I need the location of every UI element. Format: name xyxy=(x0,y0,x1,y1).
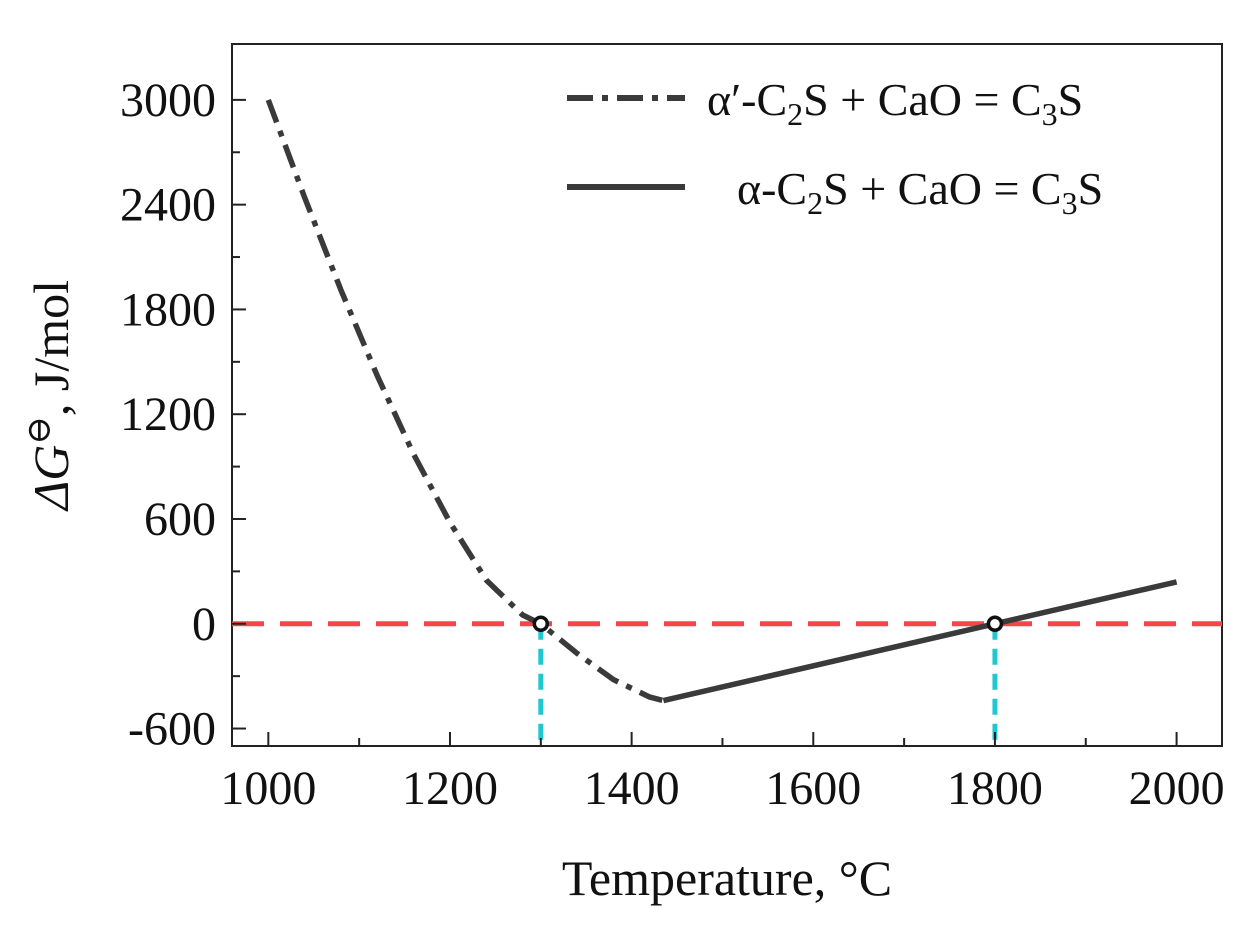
y-tick-label: -600 xyxy=(128,703,216,756)
series-line-alpha xyxy=(662,579,1178,704)
axis-ticks: 1000 1200 1400 1600 1800 2000 -600 0 600 1200 1800… xyxy=(120,74,1225,815)
x-tick-label: 1200 xyxy=(402,762,498,815)
y-tick-label: 3000 xyxy=(120,74,216,127)
y-tick-label: 1800 xyxy=(120,283,216,336)
plot-frame xyxy=(231,43,1223,747)
intersection-marker-1800 xyxy=(986,615,1004,633)
legend: α′-C2S + CaO = C3S α-C2S + CaO = C3S xyxy=(567,74,1103,221)
markers xyxy=(532,615,1004,633)
series-line-alpha-prime xyxy=(265,98,665,704)
y-tick-label: 2400 xyxy=(120,179,216,232)
y-tick-label: 600 xyxy=(144,493,216,546)
y-tick-label: 1200 xyxy=(120,388,216,441)
x-tick-label: 1600 xyxy=(765,762,861,815)
y-axis-title: ΔG⊖, J/mol xyxy=(21,280,80,512)
x-tick-label: 1000 xyxy=(220,762,316,815)
legend-label-alpha: α-C2S + CaO = C3S xyxy=(737,163,1103,221)
y-axis-title-delta: ΔG xyxy=(23,445,79,512)
legend-label-alpha-prime: α′-C2S + CaO = C3S xyxy=(707,74,1083,132)
x-tick-label: 1800 xyxy=(947,762,1043,815)
y-tick-label: 0 xyxy=(192,598,216,651)
x-tick-label: 2000 xyxy=(1129,762,1225,815)
reference-lines xyxy=(232,621,1222,746)
y-axis-title-unit: , J/mol xyxy=(23,280,79,416)
x-tick-label: 1400 xyxy=(584,762,680,815)
y-axis-title-standard-symbol: ⊖ xyxy=(21,416,58,445)
intersection-marker-1300 xyxy=(532,615,550,633)
x-axis-title: Temperature, °C xyxy=(562,850,892,906)
